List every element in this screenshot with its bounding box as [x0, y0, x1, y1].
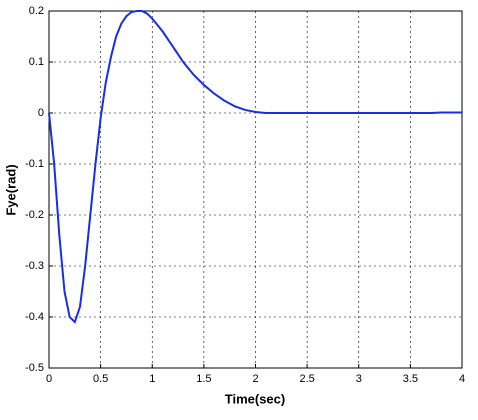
x-tick-label: 0.5 [93, 373, 108, 385]
plot-frame [48, 10, 463, 369]
x-tick-label: 3.5 [403, 373, 418, 385]
y-tick-label: 0 [38, 107, 44, 119]
y-tick-label: -0.5 [25, 362, 44, 374]
y-tick-label: -0.3 [25, 260, 44, 272]
x-tick-label: 1 [149, 373, 155, 385]
y-tick-label: 0.1 [29, 56, 44, 68]
x-tick-label: 2 [252, 373, 258, 385]
x-tick-label: 1.5 [196, 373, 211, 385]
y-tick-label: -0.1 [25, 158, 44, 170]
y-tick-label: -0.4 [25, 311, 44, 323]
x-tick-label: 3 [356, 373, 362, 385]
line-series [48, 10, 462, 324]
x-axis-label: Time(sec) [225, 391, 285, 406]
y-tick-label: 0.2 [29, 5, 44, 17]
y-axis-label: Fye(rad) [3, 164, 18, 215]
y-tick-label: -0.2 [25, 209, 44, 221]
x-tick-label: 2.5 [299, 373, 314, 385]
x-tick-label: 4 [459, 373, 465, 385]
x-tick-label: 0 [46, 373, 52, 385]
